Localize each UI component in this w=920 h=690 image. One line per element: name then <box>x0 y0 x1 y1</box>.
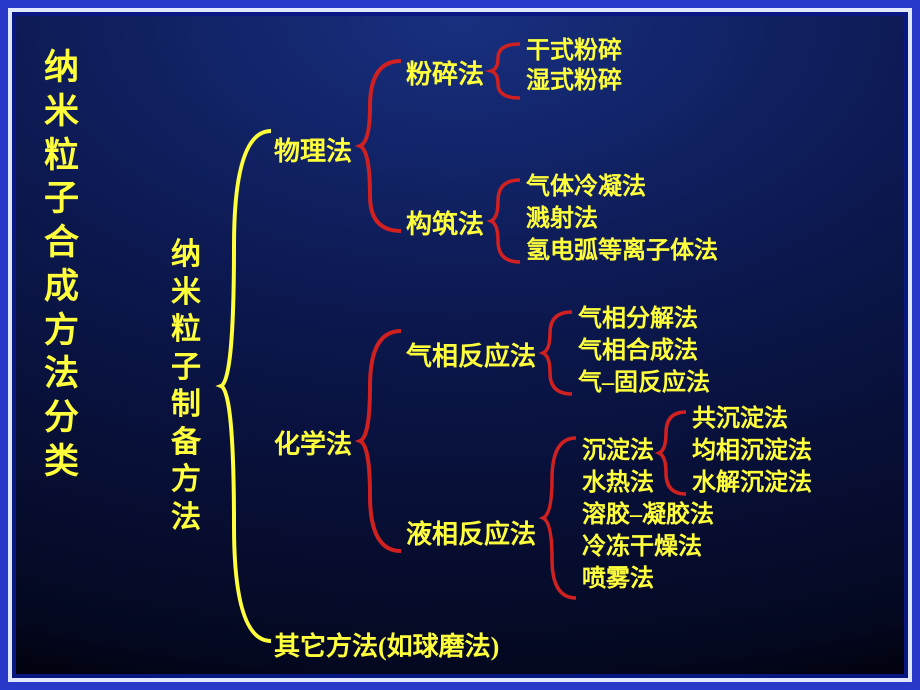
leaf-liq-0: 沉淀法 <box>582 436 654 467</box>
node-other: 其它方法(如球磨法) <box>274 626 499 663</box>
node-physics: 物理法 <box>274 131 352 168</box>
bracket-build <box>488 176 524 266</box>
leaf-precip-2: 水解沉淀法 <box>692 468 812 499</box>
leaf-liq-1: 水热法 <box>582 468 654 499</box>
leaf-build-0: 气体冷凝法 <box>526 172 646 203</box>
bracket-precip <box>656 408 690 498</box>
bracket-root <box>216 126 276 646</box>
diagram-canvas: 纳米粒子合成方法分类 纳米粒子制备方法 物理法 粉碎法 干式粉碎 湿式粉碎 构筑… <box>12 12 908 678</box>
outer-frame: 纳米粒子合成方法分类 纳米粒子制备方法 物理法 粉碎法 干式粉碎 湿式粉碎 构筑… <box>0 0 920 690</box>
leaf-build-2: 氢电弧等离子体法 <box>526 236 718 267</box>
leaf-liq-2: 溶胶–凝胶法 <box>582 500 714 531</box>
leaf-gas-1: 气相合成法 <box>578 336 698 367</box>
leaf-precip-0: 共沉淀法 <box>692 404 788 435</box>
root-label: 纳米粒子制备方法 <box>171 236 201 536</box>
mid-frame: 纳米粒子合成方法分类 纳米粒子制备方法 物理法 粉碎法 干式粉碎 湿式粉碎 构筑… <box>8 8 912 682</box>
leaf-crush-0: 干式粉碎 <box>526 36 622 67</box>
leaf-crush-1: 湿式粉碎 <box>526 66 622 97</box>
bracket-physics <box>356 56 406 236</box>
node-liquid: 液相反应法 <box>406 514 536 551</box>
bracket-gas <box>540 308 576 398</box>
bracket-liquid <box>540 434 580 602</box>
node-chemistry: 化学法 <box>274 424 352 461</box>
node-build: 构筑法 <box>406 204 484 241</box>
leaf-liq-3: 冷冻干燥法 <box>582 532 702 563</box>
bracket-crush <box>488 40 524 102</box>
node-crush: 粉碎法 <box>406 54 484 91</box>
leaf-gas-0: 气相分解法 <box>578 304 698 335</box>
leaf-build-1: 溅射法 <box>526 204 598 235</box>
leaf-liq-4: 喷雾法 <box>582 564 654 595</box>
diagram-title: 纳米粒子合成方法分类 <box>44 46 79 484</box>
node-gas: 气相反应法 <box>406 336 536 373</box>
leaf-gas-2: 气–固反应法 <box>578 368 710 399</box>
bracket-chemistry <box>356 326 406 556</box>
leaf-precip-1: 均相沉淀法 <box>692 436 812 467</box>
